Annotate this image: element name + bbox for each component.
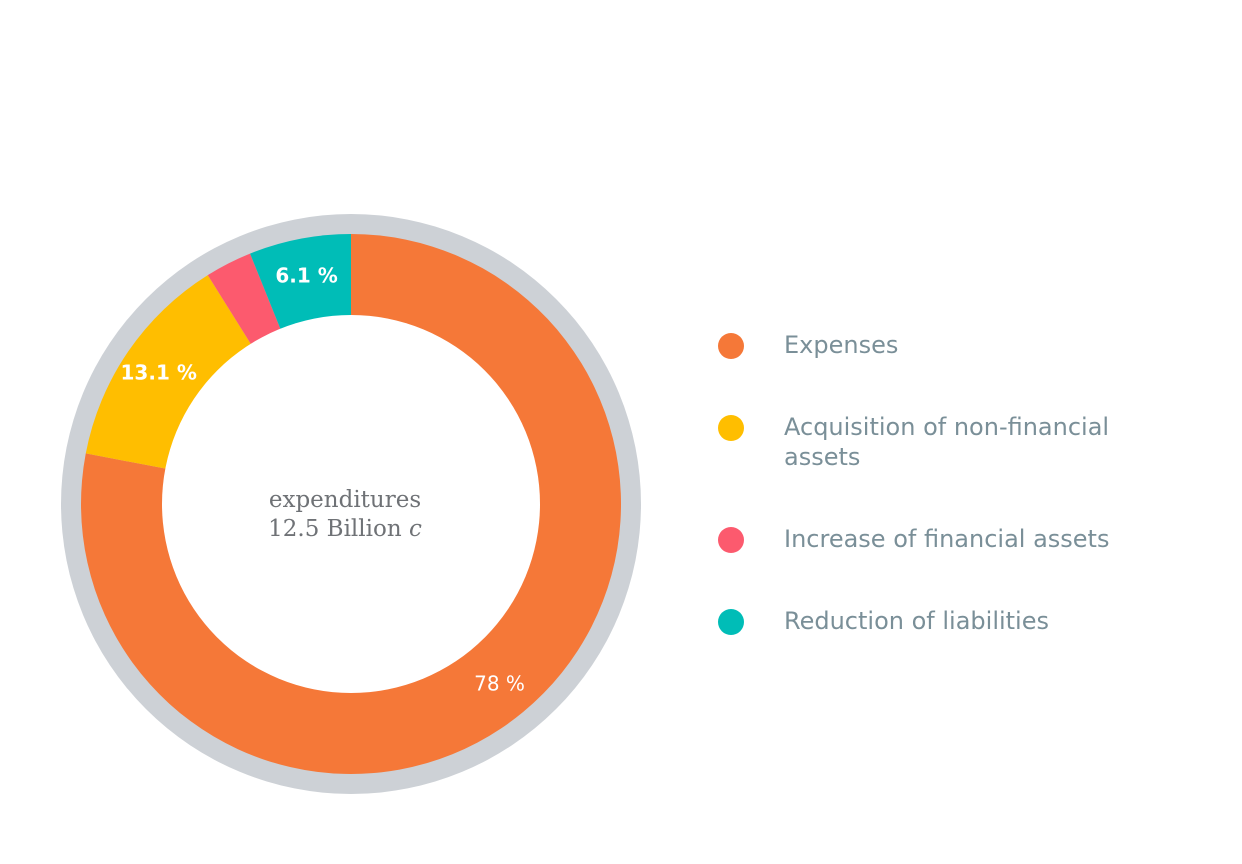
center-label-value: 12.5 Billion — [268, 516, 402, 542]
legend-label: Acquisition of non-financial assets — [784, 413, 1110, 471]
legend-dot-icon — [718, 609, 744, 635]
legend-item: Increase of financial assets — [718, 524, 1164, 554]
legend-label: Increase of financial assets — [784, 525, 1110, 553]
legend-label: Reduction of liabilities — [784, 607, 1049, 635]
legend-dot-icon — [718, 415, 744, 441]
donut-chart: 78 % 13.1 % 6.1 % expenditures 12.5 Billio… — [61, 214, 641, 794]
slice-label-1: 13.1 % — [121, 360, 197, 384]
slice-labels: 78 % 13.1 % 6.1 % — [121, 263, 525, 695]
slice-label-3: 6.1 % — [275, 263, 337, 287]
legend-item: Acquisition of non-financial assets — [718, 412, 1164, 472]
legend-dot-icon — [718, 333, 744, 359]
legend-label: Expenses — [784, 331, 899, 359]
slice-label-0: 78 % — [474, 672, 525, 696]
center-label-unit: c — [409, 516, 422, 542]
inner-hole — [162, 315, 540, 693]
center-label-title: expenditures — [269, 487, 421, 513]
legend-dot-icon — [718, 527, 744, 553]
center-label-total: 12.5 Billion c — [268, 516, 422, 542]
legend-item: Expenses — [718, 330, 1164, 360]
legend-item: Reduction of liabilities — [718, 606, 1164, 636]
